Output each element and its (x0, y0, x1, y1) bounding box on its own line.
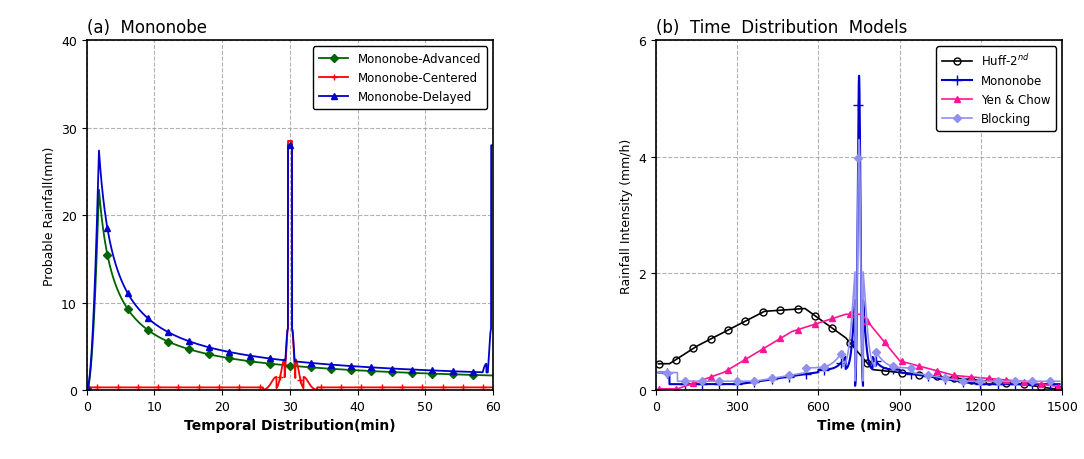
Legend: Huff-2$^{nd}$, Mononobe, Yen & Chow, Blocking: Huff-2$^{nd}$, Mononobe, Yen & Chow, Blo… (937, 47, 1057, 131)
X-axis label: Time (min): Time (min) (816, 418, 902, 432)
Text: (a)  Mononobe: (a) Mononobe (87, 19, 207, 37)
Legend: Mononobe-Advanced, Mononobe-Centered, Mononobe-Delayed: Mononobe-Advanced, Mononobe-Centered, Mo… (313, 47, 488, 110)
X-axis label: Temporal Distribution(min): Temporal Distribution(min) (184, 418, 396, 432)
Y-axis label: Rainfall Intensity (mm/h): Rainfall Intensity (mm/h) (620, 138, 633, 293)
Text: (b)  Time  Distribution  Models: (b) Time Distribution Models (656, 19, 907, 37)
Y-axis label: Probable Rainfall(mm): Probable Rainfall(mm) (42, 146, 55, 285)
